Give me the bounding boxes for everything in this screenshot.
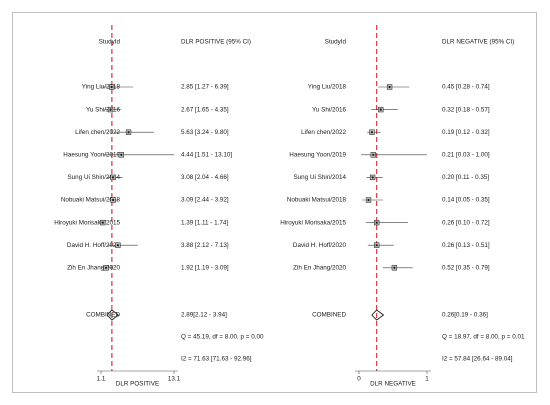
study-name: Haesung Yoon/2019 bbox=[63, 151, 120, 158]
header-ci: DLR POSITIVE (95% CI) bbox=[181, 39, 251, 46]
study-point-estimate bbox=[101, 221, 104, 224]
study-name: Hiroyuki Morisaka/2015 bbox=[54, 219, 120, 226]
header-studyid: StudyId bbox=[325, 39, 347, 46]
combined-label: COMBINED bbox=[86, 312, 120, 319]
study-ci-text: 0.14 [0.05 - 0.35] bbox=[442, 197, 490, 204]
study-name: Ying Liu/2018 bbox=[308, 84, 347, 91]
combined-ci-text: 0.26[0.19 - 0.36] bbox=[442, 312, 488, 319]
study-ci-text: 0.45 [0.28 - 0.74] bbox=[442, 84, 490, 91]
study-point-estimate bbox=[104, 266, 108, 269]
study-ci-text: 0.26 [0.10 - 0.72] bbox=[442, 219, 490, 226]
study-name: Zih En Jhang/2020 bbox=[293, 264, 346, 271]
study-name: Zih En Jhang/2020 bbox=[67, 264, 120, 271]
study-name: Yu Shi/2016 bbox=[86, 106, 120, 113]
study-ci-text: 0.52 [0.35 - 0.79] bbox=[442, 264, 490, 271]
study-ci-text: 0.21 [0.03 - 1.00] bbox=[442, 151, 490, 158]
study-point-estimate bbox=[120, 153, 123, 156]
study-ci-text: 0.20 [0.11 - 0.35] bbox=[442, 174, 489, 181]
study-name: David H. Hoff/2020 bbox=[67, 242, 121, 249]
stats-q: Q = 45.19, df = 8.00, p = 0.00 bbox=[181, 334, 264, 341]
study-point-estimate bbox=[112, 198, 115, 202]
study-point-estimate bbox=[370, 131, 374, 134]
study-name: Sung Ui Shin/2014 bbox=[67, 174, 120, 181]
study-name: Nobuaki Matsui/2018 bbox=[61, 197, 121, 204]
stats-i2: I2 = 57.84 [26.64 - 89.04] bbox=[442, 356, 513, 363]
figure-frame bbox=[12, 12, 537, 393]
combined-ci-text: 2.89[2.12 - 3.94] bbox=[181, 312, 227, 319]
study-name: David H. Hoff/2020 bbox=[293, 242, 347, 249]
stats-i2: I2 = 71.63 [71.63 - 92.96] bbox=[181, 356, 252, 363]
study-ci-text: 0.26 [0.13 - 0.51] bbox=[442, 242, 490, 249]
study-point-estimate bbox=[110, 85, 113, 89]
x-tick-label: 1.1 bbox=[97, 376, 106, 383]
study-point-estimate bbox=[375, 244, 378, 247]
study-point-estimate bbox=[388, 85, 391, 89]
combined-diamond bbox=[371, 309, 385, 321]
combined-diamond bbox=[106, 309, 120, 321]
study-ci-text: 3.08 [2.04 - 4.66] bbox=[181, 174, 229, 181]
study-point-estimate bbox=[375, 221, 378, 224]
study-ci-text: 5.63 [3.24 - 9.80] bbox=[181, 129, 229, 136]
study-ci-text: 2.67 [1.65 - 4.35] bbox=[181, 106, 229, 113]
study-name: Lifen chen/2022 bbox=[301, 129, 346, 136]
study-ci-text: 0.32 [0.18 - 0.57] bbox=[442, 106, 490, 113]
study-name: Nobuaki Matsui/2018 bbox=[287, 197, 347, 204]
study-ci-text: 2.85 [1.27 - 6.39] bbox=[181, 84, 229, 91]
study-point-estimate bbox=[379, 108, 382, 111]
header-ci: DLR NEGATIVE (95% CI) bbox=[442, 39, 514, 46]
study-ci-text: 4.44 [1.51 - 13.10] bbox=[181, 151, 232, 158]
forest-panel-positive: StudyId DLR POSITIVE (95% CI) Ying Liu/201… bbox=[54, 25, 264, 388]
x-axis-label: DLR NEGATIVE bbox=[370, 381, 416, 388]
study-name: Hiroyuki Morisaka/2015 bbox=[280, 219, 346, 226]
study-name: Lifen chen/2022 bbox=[75, 129, 120, 136]
study-point-estimate bbox=[371, 176, 374, 179]
study-name: Ying Liu/2018 bbox=[82, 84, 121, 91]
study-point-estimate bbox=[393, 266, 396, 269]
x-tick-label: 0 bbox=[357, 376, 361, 383]
x-axis-label: DLR POSITIVE bbox=[116, 381, 159, 388]
study-point-estimate bbox=[367, 198, 370, 202]
study-ci-text: 0.19 [0.12 - 0.32] bbox=[442, 129, 490, 136]
study-point-estimate bbox=[372, 153, 375, 156]
x-tick-label: 1 bbox=[425, 376, 429, 383]
combined-label: COMBINED bbox=[312, 312, 346, 319]
study-point-estimate bbox=[111, 176, 115, 179]
study-name: Yu Shi/2016 bbox=[312, 106, 346, 113]
study-point-estimate bbox=[127, 131, 130, 134]
study-ci-text: 1.92 [1.19 - 3.09] bbox=[181, 264, 229, 271]
forest-panel-negative: StudyId DLR NEGATIVE (95% CI) Ying Liu/201… bbox=[280, 25, 525, 388]
header-studyid: StudyId bbox=[99, 39, 121, 46]
study-point-estimate bbox=[109, 108, 112, 111]
study-ci-text: 3.09 [2.44 - 3.92] bbox=[181, 197, 229, 204]
x-tick-label: 13.1 bbox=[168, 376, 181, 383]
study-ci-text: 1.39 [1.11 - 1.74] bbox=[181, 219, 228, 226]
study-point-estimate bbox=[116, 244, 120, 247]
study-name: Haesung Yoon/2019 bbox=[289, 151, 346, 158]
stats-q: Q = 18.97, df = 8.00, p = 0.01 bbox=[442, 334, 525, 341]
study-ci-text: 3.88 [2.12 - 7.13] bbox=[181, 242, 229, 249]
study-name: Sung Ui Shin/2014 bbox=[293, 174, 346, 181]
